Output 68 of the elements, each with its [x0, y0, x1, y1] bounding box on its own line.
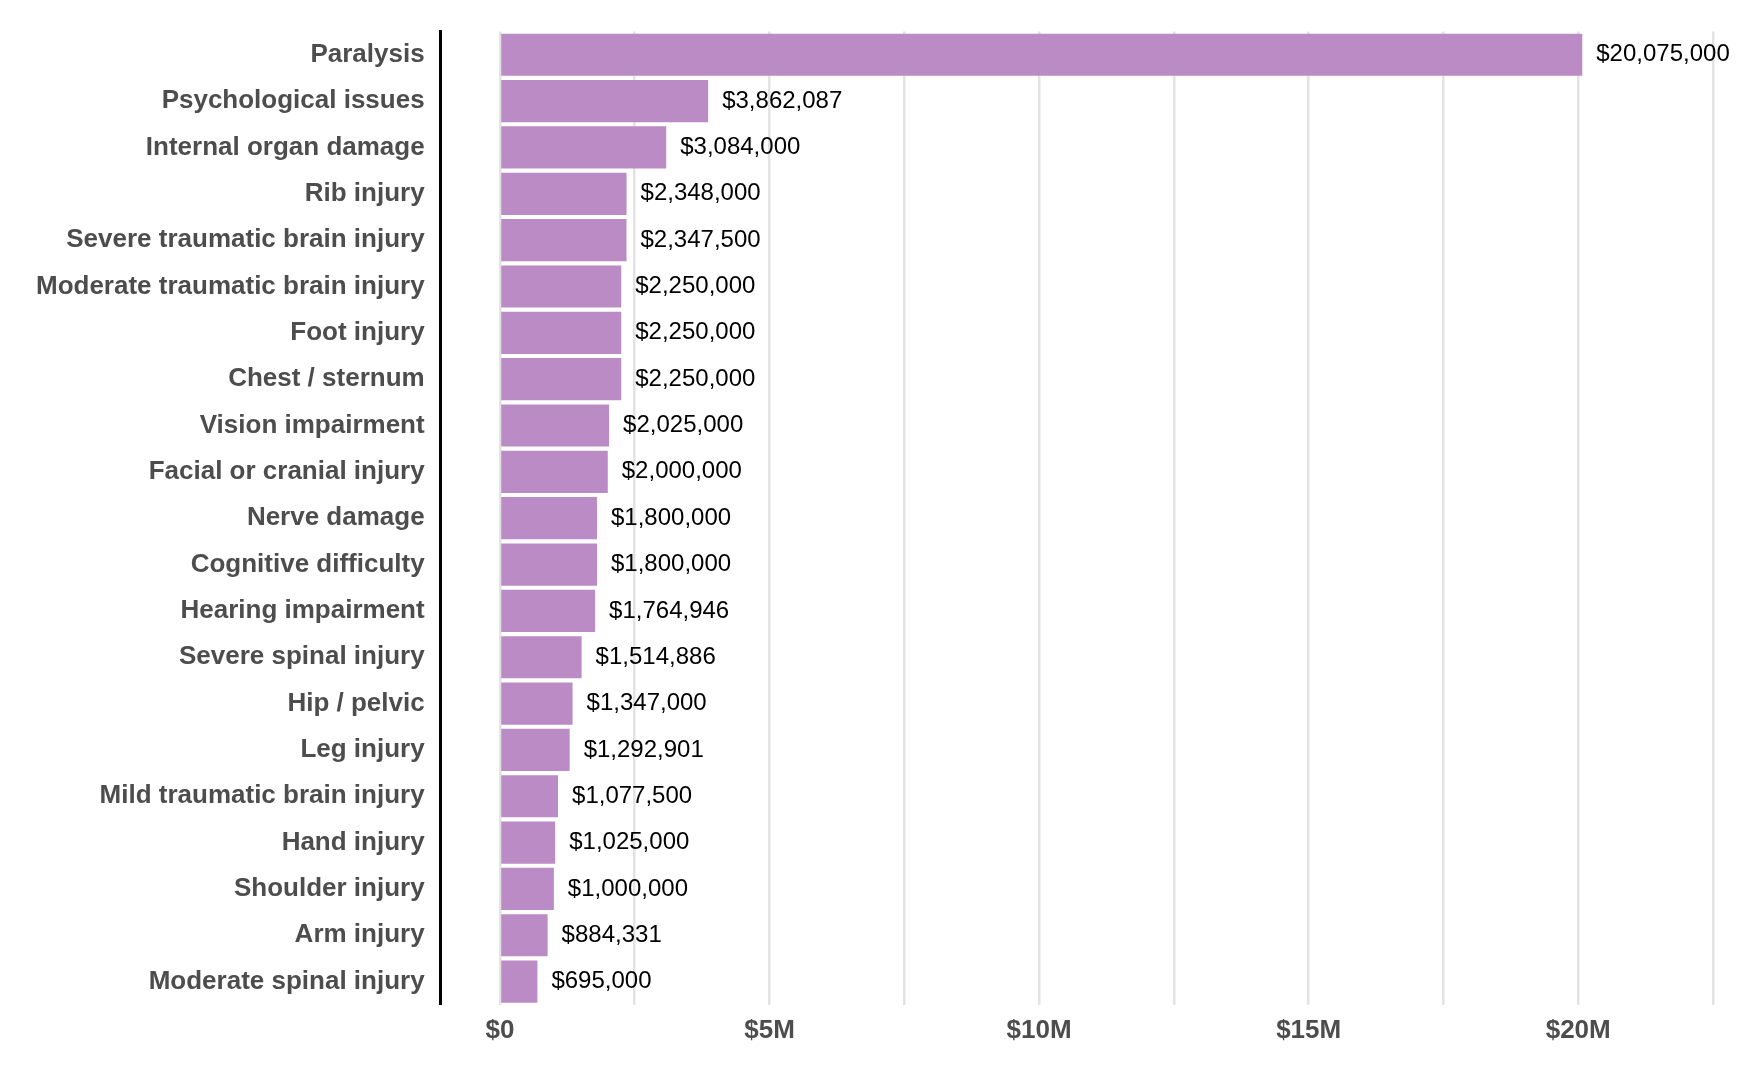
data-label: $1,347,000 [586, 688, 707, 716]
y-tick-label: Shoulder injury [233, 872, 426, 903]
data-label: $884,331 [561, 919, 662, 947]
y-tick-label: Vision impairment [199, 408, 425, 439]
y-tick-label: Hip / pelvic [287, 686, 425, 717]
bar [501, 914, 548, 957]
data-label: $1,077,500 [572, 780, 693, 808]
y-tick-label: Arm injury [294, 918, 426, 949]
bar [501, 265, 622, 308]
data-label: $2,250,000 [635, 363, 756, 391]
data-label: $1,800,000 [610, 549, 732, 577]
bar [501, 126, 667, 169]
bar [501, 636, 582, 679]
y-tick-label: Severe traumatic brain injury [66, 223, 426, 254]
y-tick-label: Moderate spinal injury [148, 964, 426, 995]
data-label: $1,025,000 [569, 827, 690, 855]
data-label: $3,084,000 [680, 132, 801, 160]
bar [501, 960, 538, 1003]
data-label: $2,000,000 [621, 456, 742, 484]
y-tick-label: Facial or cranial injury [148, 455, 426, 486]
y-tick-label: Leg injury [300, 733, 426, 764]
data-label: $1,292,901 [583, 734, 704, 762]
bar [501, 867, 554, 911]
bar [501, 404, 610, 447]
bar [501, 172, 627, 215]
y-tick-label: Foot injury [290, 316, 426, 346]
y-tick-label: Severe spinal injury [178, 640, 426, 671]
data-label: $2,250,000 [635, 317, 756, 345]
x-tick-label: $15M [1276, 1013, 1342, 1044]
bar [501, 775, 559, 818]
y-tick-label: Paralysis [310, 37, 425, 68]
data-label: $1,514,886 [595, 641, 716, 669]
x-tick-label: $5M [744, 1013, 795, 1044]
bar [501, 728, 570, 771]
data-label: $20,075,000 [1596, 39, 1730, 67]
y-tick-label: Hearing impairment [180, 594, 425, 625]
data-label: $3,862,087 [722, 85, 843, 113]
bar [501, 682, 573, 725]
bar [501, 450, 608, 493]
y-tick-label: Moderate traumatic brain injury [35, 269, 426, 300]
data-label: $2,347,500 [640, 224, 761, 252]
y-tick-label: Psychological issues [161, 84, 425, 115]
bar [501, 33, 1583, 76]
bar [501, 821, 556, 864]
x-tick-label: $0 [485, 1013, 515, 1044]
y-tick-label: Rib injury [304, 176, 426, 207]
data-label: $1,800,000 [610, 502, 732, 530]
bar [501, 543, 597, 586]
data-label: $2,250,000 [635, 271, 756, 299]
data-label: $695,000 [551, 966, 652, 994]
data-label: $2,348,000 [640, 178, 761, 206]
data-label: $1,000,000 [567, 873, 688, 901]
data-label: $1,764,946 [609, 595, 730, 623]
bar [501, 589, 596, 632]
y-tick-label: Chest / sternum [228, 362, 425, 393]
y-tick-label: Internal organ damage [145, 130, 425, 161]
y-tick-label: Mild traumatic brain injury [99, 779, 426, 810]
bar [501, 219, 627, 262]
bar [501, 497, 597, 540]
x-tick-label: $20M [1545, 1013, 1611, 1044]
data-label: $2,025,000 [623, 410, 744, 438]
y-tick-label: Cognitive difficulty [190, 547, 426, 578]
bar [501, 358, 622, 401]
x-tick-label: $10M [1006, 1013, 1072, 1044]
bar [501, 80, 709, 123]
y-tick-label: Hand injury [281, 825, 426, 856]
bar [501, 311, 622, 354]
y-tick-label: Nerve damage [246, 501, 425, 532]
